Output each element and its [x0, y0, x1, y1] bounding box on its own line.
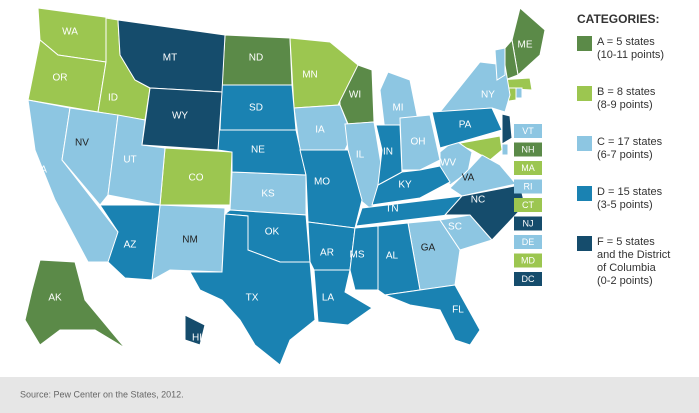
- legend-label: B = 8 states: [597, 86, 656, 98]
- inset-label: DE: [522, 237, 535, 247]
- legend-label: A = 5 states: [597, 36, 655, 48]
- state-label: AR: [320, 248, 334, 259]
- state: [61, 107, 119, 206]
- state-label: PA: [459, 120, 472, 131]
- state: [375, 124, 403, 186]
- state: [99, 204, 161, 281]
- state-label: MS: [350, 250, 365, 261]
- inset-label: MA: [521, 163, 535, 173]
- legend-swatch: [577, 236, 592, 251]
- inset-box: [514, 179, 542, 194]
- legend-label: (0-2 points): [597, 275, 653, 287]
- state-label: MN: [302, 70, 318, 81]
- inset-box: [514, 216, 542, 231]
- state-label: UT: [123, 155, 136, 166]
- state: [515, 87, 523, 99]
- state: [107, 114, 166, 206]
- state-label: NY: [481, 90, 495, 101]
- state-label: MO: [314, 177, 330, 188]
- inset-label: NJ: [523, 218, 534, 228]
- inset-box: [514, 124, 542, 138]
- state: [501, 113, 513, 145]
- state: [24, 259, 126, 349]
- state-label: OR: [53, 73, 68, 84]
- inset-box: [514, 272, 542, 286]
- state: [189, 213, 316, 366]
- state-label: VA: [462, 173, 475, 184]
- legend-swatch: [577, 136, 592, 151]
- legend-label: and the District: [597, 249, 670, 261]
- state-label: MI: [392, 103, 403, 114]
- inset-label: NH: [522, 144, 535, 154]
- legend-label: (10-11 points): [597, 49, 664, 61]
- state-label: FL: [452, 305, 464, 316]
- inset-label: DC: [522, 274, 535, 284]
- legend-swatch: [577, 86, 592, 101]
- state-label: KY: [398, 180, 412, 191]
- state-label: IN: [383, 147, 393, 158]
- state-label: CO: [189, 173, 204, 184]
- state-label: ND: [249, 53, 263, 64]
- legend-label: D = 15 states: [597, 186, 663, 198]
- state-label: WI: [349, 90, 361, 101]
- state-label: SC: [448, 222, 462, 233]
- state-label: WA: [62, 27, 78, 38]
- legend-label: C = 17 states: [597, 136, 663, 148]
- state-label: WY: [172, 111, 188, 122]
- state-label: OK: [265, 227, 280, 238]
- state: [494, 47, 506, 81]
- state: [307, 221, 356, 271]
- state-label: AL: [386, 251, 399, 262]
- legend-label: (6-7 points): [597, 149, 653, 161]
- state-label: GA: [421, 243, 436, 254]
- state: [141, 87, 223, 151]
- state-label: AZ: [124, 240, 137, 251]
- legend-swatch: [577, 36, 592, 51]
- inset-box: [514, 142, 542, 157]
- state-label: WV: [440, 158, 456, 169]
- state-label: ME: [518, 40, 533, 51]
- state-label: KS: [261, 189, 275, 200]
- state-label: IA: [315, 125, 325, 136]
- legend-title: CATEGORIES:: [577, 12, 659, 26]
- state-label: CA: [33, 165, 47, 176]
- legend-swatch: [577, 186, 592, 201]
- state-label: AK: [48, 293, 62, 304]
- inset-box: [514, 253, 542, 268]
- state-label: NV: [75, 138, 89, 149]
- inset-box: [514, 161, 542, 175]
- state-label: SD: [249, 103, 263, 114]
- state: [383, 284, 481, 346]
- state-label: LA: [322, 293, 335, 304]
- state-label: NE: [251, 145, 265, 156]
- state: [371, 165, 451, 206]
- state-label: ID: [108, 93, 118, 104]
- state-label: IL: [356, 150, 365, 161]
- legend-label: (3-5 points): [597, 199, 653, 211]
- inset-label: RI: [524, 181, 533, 191]
- inset-label: VT: [522, 126, 534, 136]
- state: [453, 135, 503, 161]
- state-label: OH: [411, 137, 426, 148]
- source: Source: Pew Center on the States, 2012.: [20, 389, 184, 399]
- inset-box: [514, 235, 542, 249]
- legend-label: of Columbia: [597, 262, 657, 274]
- state-label: HI: [192, 333, 202, 344]
- inset-label: MD: [521, 255, 535, 265]
- state: [501, 143, 509, 156]
- state: [349, 225, 379, 291]
- legend-label: (8-9 points): [597, 99, 653, 111]
- footer: [0, 377, 699, 413]
- state: [184, 314, 206, 346]
- state-label: TN: [385, 204, 398, 215]
- inset-box: [514, 198, 542, 212]
- state-label: NC: [471, 195, 485, 206]
- legend-label: F = 5 states: [597, 236, 655, 248]
- state-label: NM: [182, 235, 198, 246]
- inset-label: CT: [522, 200, 534, 210]
- state-label: TX: [246, 293, 259, 304]
- state-label: MT: [163, 53, 177, 64]
